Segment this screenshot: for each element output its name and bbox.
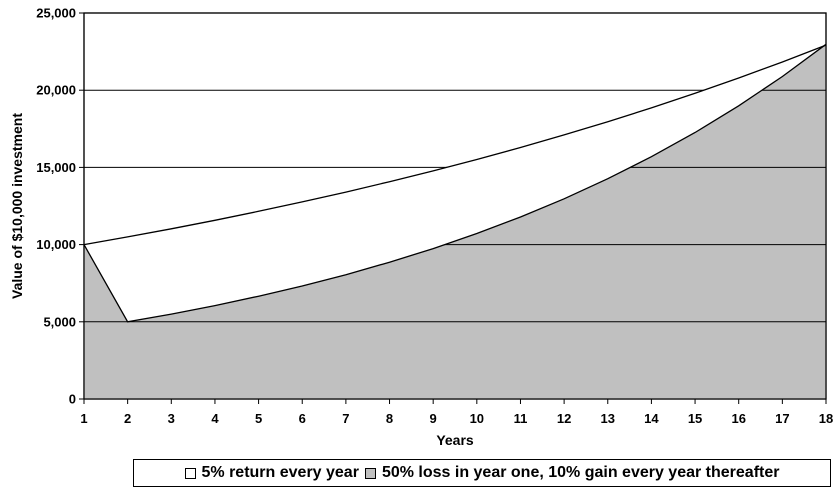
- x-tick-label: 13: [601, 411, 615, 426]
- y-tick-label: 25,000: [36, 6, 76, 21]
- x-tick-label: 2: [124, 411, 131, 426]
- x-tick-label: 6: [299, 411, 306, 426]
- x-tick-label: 10: [470, 411, 484, 426]
- x-tick-label: 8: [386, 411, 393, 426]
- x-tick-label: 5: [255, 411, 262, 426]
- x-tick-label: 18: [819, 411, 833, 426]
- x-tick-label: 11: [514, 411, 528, 426]
- y-tick-label: 5,000: [43, 314, 76, 329]
- legend-swatch-5pct: [184, 467, 196, 479]
- series-line-loss-then-gain: [83, 43, 827, 323]
- legend-swatch-loss-then-gain: [364, 467, 376, 479]
- x-tick-label: 15: [688, 411, 702, 426]
- legend-label-loss-then-gain: 50% loss in year one, 10% gain every yea…: [381, 464, 780, 481]
- x-tick-label: 7: [342, 411, 349, 426]
- x-tick-label: 14: [644, 411, 659, 426]
- series-area-5pct: [84, 44, 826, 322]
- x-tick-label: 4: [211, 411, 219, 426]
- x-axis-title: Years: [436, 432, 474, 448]
- x-axis: 1 2 3 4 5 6 7 8 9 10 11 12 13 14 15 16 17 18: [80, 399, 833, 426]
- y-axis-title: Value of $10,000 investment: [9, 113, 25, 299]
- x-tick-label: 9: [430, 411, 437, 426]
- x-tick-label: 16: [731, 411, 745, 426]
- legend-item-5pct: 5% return every year: [184, 464, 359, 482]
- legend-label-5pct: 5% return every year: [201, 464, 359, 481]
- plot-area-border: [83, 12, 827, 400]
- y-tick-label: 10,000: [36, 237, 76, 252]
- series-line-5pct: [83, 44, 827, 246]
- x-tick-label: 3: [168, 411, 175, 426]
- legend: 5% return every year 50% loss in year on…: [133, 459, 831, 487]
- x-tick-label: 17: [775, 411, 789, 426]
- x-tick-label: 12: [557, 411, 571, 426]
- y-tick-label: 0: [69, 392, 76, 407]
- y-tick-label: 15,000: [36, 160, 76, 175]
- y-axis: 0 5,000 10,000 15,000 20,000 25,000: [36, 6, 84, 407]
- y-tick-label: 20,000: [36, 83, 76, 98]
- series-area-loss-then-gain: [84, 44, 826, 400]
- x-tick-label: 1: [80, 411, 87, 426]
- legend-item-loss-then-gain: 50% loss in year one, 10% gain every yea…: [364, 464, 780, 482]
